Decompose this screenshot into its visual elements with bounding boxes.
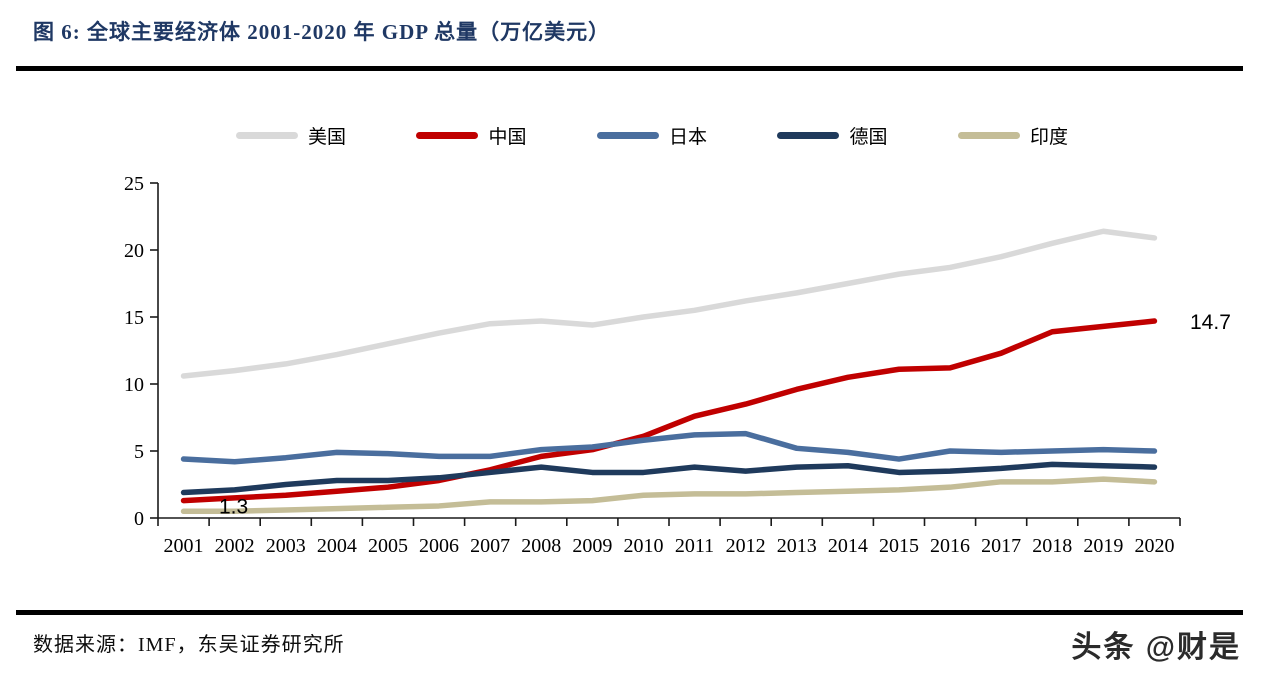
x-tick-label: 2015 xyxy=(879,535,919,557)
annotation-1.3: 1.3 xyxy=(219,496,248,519)
y-axis: 0 5 10 15 20 25 xyxy=(124,173,159,530)
x-tick-label: 2014 xyxy=(828,535,868,557)
legend-label-japan: 日本 xyxy=(668,127,707,148)
series-line-us xyxy=(180,228,1158,379)
legend-label-china: 中国 xyxy=(488,127,527,148)
figure-title: 图 6: 全球主要经济体 2001-2020 年 GDP 总量（万亿美元） xyxy=(33,20,611,44)
chart-legend: 美国 中国 日本 德国 印度 xyxy=(236,122,1068,149)
legend-swatch-china xyxy=(416,132,479,139)
x-tick-label: 2004 xyxy=(317,535,357,557)
y-tick-label: 10 xyxy=(124,374,144,396)
x-tick-label: 2013 xyxy=(777,535,817,557)
x-tick-label: 2002 xyxy=(215,535,255,557)
x-tick-label: 2011 xyxy=(675,535,714,557)
top-divider xyxy=(16,66,1243,71)
legend-label-us: 美国 xyxy=(308,127,347,148)
x-tick-label: 2020 xyxy=(1134,535,1174,557)
legend-item-germany: 德国 xyxy=(777,122,887,149)
legend-swatch-india xyxy=(957,132,1020,139)
y-tick-label: 20 xyxy=(124,240,144,262)
x-tick-label: 2017 xyxy=(981,535,1021,557)
y-tick-label: 5 xyxy=(134,441,144,463)
series-line-germany xyxy=(180,461,1158,496)
x-tick-label: 2009 xyxy=(572,535,612,557)
series-line-china xyxy=(180,318,1158,504)
x-tick-label: 2001 xyxy=(164,535,204,557)
legend-item-china: 中国 xyxy=(416,122,527,149)
y-tick-label: 0 xyxy=(134,508,144,530)
y-tick-label: 15 xyxy=(124,307,144,329)
bottom-divider xyxy=(16,610,1243,615)
x-tick-label: 2016 xyxy=(930,535,970,557)
legend-swatch-us xyxy=(236,132,298,139)
x-tick-label: 2012 xyxy=(726,535,766,557)
x-tick-label: 2018 xyxy=(1032,535,1072,557)
data-source-note: 数据来源：IMF，东吴证券研究所 xyxy=(33,634,345,656)
watermark-toutiao: 头条 @财是 xyxy=(1071,631,1241,664)
series-line-japan xyxy=(180,430,1158,465)
x-tick-label: 2005 xyxy=(368,535,408,557)
legend-item-india: 印度 xyxy=(957,122,1068,149)
x-tick-label: 2003 xyxy=(266,535,306,557)
legend-swatch-germany xyxy=(777,132,840,139)
x-tick-label: 2006 xyxy=(419,535,459,557)
legend-item-japan: 日本 xyxy=(596,122,707,149)
x-axis: 2001 2002 2003 2004 2005 2006 2007 2008 2009 2010… xyxy=(157,517,1181,557)
x-tick-label: 2008 xyxy=(521,535,561,557)
legend-swatch-japan xyxy=(596,132,659,139)
legend-label-india: 印度 xyxy=(1029,127,1068,148)
x-tick-label: 2019 xyxy=(1083,535,1123,557)
x-tick-label: 2007 xyxy=(470,535,510,557)
annotation-14.7: 14.7 xyxy=(1190,311,1231,334)
y-tick-label: 25 xyxy=(124,173,144,195)
legend-label-germany: 德国 xyxy=(849,127,888,148)
x-tick-label: 2010 xyxy=(623,535,663,557)
legend-item-us: 美国 xyxy=(236,122,346,149)
series-line-india xyxy=(180,476,1158,515)
